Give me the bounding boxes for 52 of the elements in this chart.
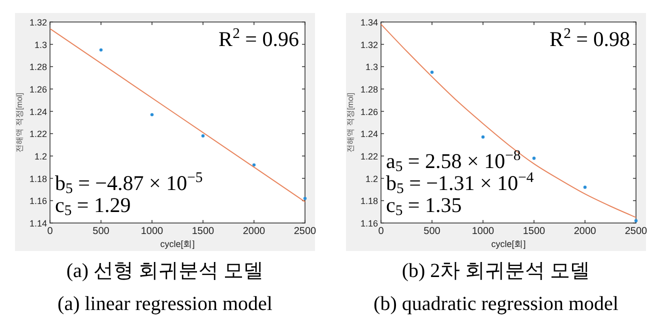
- y-tick-label: 1.22: [360, 152, 378, 162]
- point: [252, 163, 256, 167]
- point: [583, 186, 587, 189]
- y-tick-label: 1.3: [365, 62, 378, 72]
- x-tick-label: 1000: [140, 226, 164, 237]
- y-tick-label: 1.16: [29, 196, 47, 206]
- x-axis-title: cycle[회]: [491, 239, 526, 249]
- point: [150, 113, 154, 116]
- y-tick-label: 1.18: [29, 174, 47, 184]
- point: [532, 156, 536, 160]
- x-tick-label: 1000: [472, 226, 495, 237]
- annotation: R$^{2}$ = 0.98: [550, 26, 630, 51]
- point: [303, 196, 307, 200]
- y-tick-label: 1.18: [360, 196, 378, 206]
- x-tick-label: 2000: [574, 226, 597, 237]
- y-tick-label: 1.24: [29, 106, 47, 117]
- line-series: [380, 24, 636, 218]
- x-tick-label: 1500: [522, 226, 546, 237]
- y-tick-label: 1.14: [29, 218, 47, 228]
- x-tick-label: 0: [378, 226, 384, 237]
- y-axis-title: 전해액 적정[mol]: [15, 92, 24, 152]
- text: (a) 선형 회귀분석 모델: [66, 260, 264, 282]
- y-tick-label: 1.2: [365, 174, 378, 184]
- y-tick-label: 1.28: [360, 84, 378, 94]
- x-tick-label: 0: [47, 226, 54, 237]
- y-tick-label: 1.32: [29, 18, 47, 28]
- point: [201, 134, 205, 138]
- y-tick-label: 1.16: [360, 218, 378, 228]
- y-tick-label: 1.26: [360, 106, 378, 117]
- x-tick-label: 2500: [294, 226, 317, 237]
- y-tick-label: 1.32: [360, 40, 378, 50]
- text: (b) 2차 회귀분석 모델: [402, 260, 590, 282]
- x-tick-label: 2500: [624, 226, 648, 237]
- text: (b) quadratic regression model: [374, 293, 619, 315]
- y-tick-label: 1.28: [29, 62, 47, 72]
- y-tick-label: 1.22: [29, 129, 47, 140]
- text: (a) linear regression model: [58, 293, 273, 315]
- y-tick-label: 1.3: [34, 40, 47, 50]
- point: [481, 135, 485, 139]
- x-tick-label: 1500: [192, 226, 215, 237]
- y-axis-title: 전해액 적정[mol]: [346, 92, 355, 152]
- x-tick-label: 2000: [242, 226, 266, 237]
- x-tick-label: 500: [424, 226, 441, 237]
- x-axis-title: cycle[회]: [160, 239, 195, 249]
- annotation: R$^{2}$ = 0.96: [218, 26, 299, 51]
- y-tick-label: 1.2: [34, 152, 47, 162]
- point: [99, 48, 103, 52]
- y-tick-label: 1.26: [29, 84, 47, 94]
- y-tick-label: 1.34: [360, 18, 378, 28]
- point: [430, 70, 434, 74]
- x-tick-label: 500: [92, 226, 110, 237]
- y-tick-label: 1.24: [360, 129, 378, 140]
